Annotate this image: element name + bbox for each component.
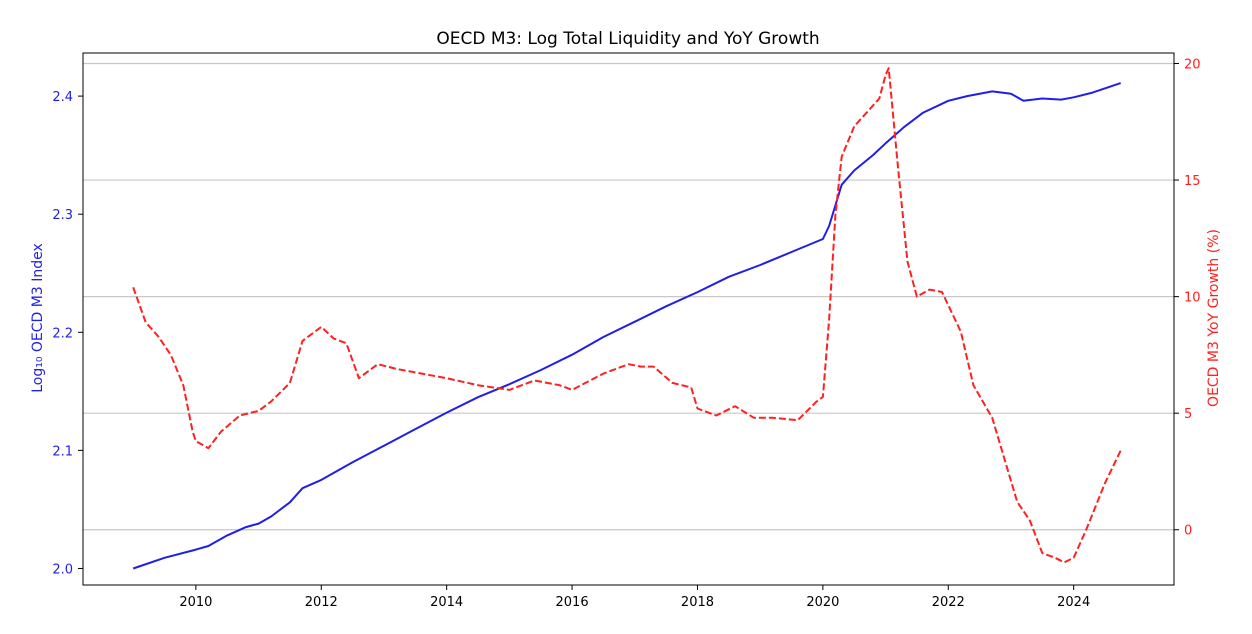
left-tick-label: 2.4 (52, 90, 73, 105)
chart-title: OECD M3: Log Total Liquidity and YoY Gro… (436, 29, 819, 49)
left-tick-label: 2.3 (52, 208, 73, 223)
gridlines (83, 62, 1174, 531)
right-tick-label: 10 (1184, 291, 1201, 306)
series-line-yoy-growth (132, 67, 1122, 564)
x-axis: 2010 2012 2014 2016 2018 2020 2022 2024 (179, 585, 1090, 610)
x-tick-label: 2018 (681, 595, 714, 610)
x-tick-label: 2024 (1057, 595, 1090, 610)
right-tick-label: 15 (1184, 174, 1201, 189)
right-tick-label: 20 (1184, 57, 1201, 72)
x-tick-label: 2016 (556, 595, 589, 610)
left-tick-label: 2.0 (52, 562, 73, 577)
left-axis-title: Log₁₀ OECD M3 Index (30, 243, 46, 393)
right-tick-label: 5 (1184, 407, 1192, 422)
left-tick-label: 2.1 (52, 444, 73, 459)
x-tick-label: 2010 (179, 595, 212, 610)
series-line-log-m3 (132, 82, 1122, 570)
plot-frame (82, 52, 1175, 586)
series-layer (132, 67, 1122, 570)
left-tick-label: 2.2 (52, 326, 73, 341)
x-tick-label: 2012 (305, 595, 338, 610)
right-axis-title: OECD M3 YoY Growth (%) (1206, 229, 1222, 407)
right-tick-label: 0 (1184, 524, 1192, 539)
x-tick-label: 2022 (932, 595, 965, 610)
left-axis: 2.0 2.1 2.2 2.3 2.4 (52, 90, 83, 577)
x-tick-label: 2014 (430, 595, 463, 610)
x-tick-label: 2020 (806, 595, 839, 610)
right-axis: 0 5 10 15 20 (1174, 57, 1201, 539)
